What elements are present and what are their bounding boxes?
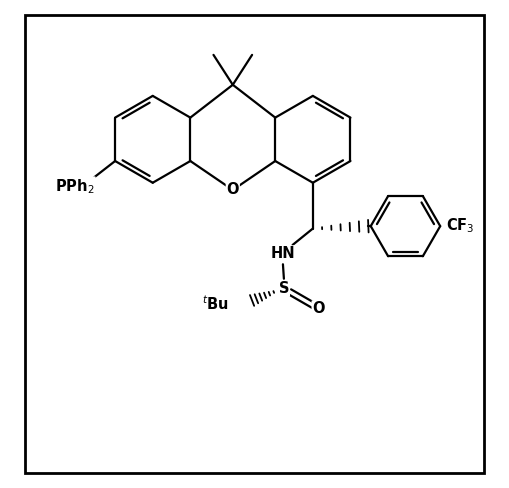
Text: PPh$_2$: PPh$_2$	[55, 177, 95, 196]
Text: $^t$Bu: $^t$Bu	[203, 294, 230, 313]
Text: HN: HN	[271, 246, 295, 261]
Text: O: O	[227, 183, 239, 198]
Text: CF$_3$: CF$_3$	[446, 217, 474, 236]
Text: S: S	[278, 281, 289, 296]
Text: O: O	[313, 301, 325, 316]
